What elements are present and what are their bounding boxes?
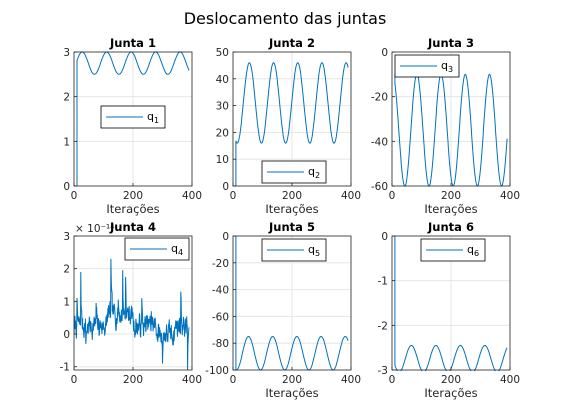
y-tick-label: 20 — [216, 127, 229, 139]
legend: q6 — [420, 238, 486, 262]
y-tick-label: -2 — [378, 320, 388, 332]
y-tick-label: -60 — [212, 311, 229, 323]
y-tick-label: 3 — [63, 47, 70, 59]
legend-entry-subscript: 3 — [448, 65, 453, 74]
x-axis-label: Iterações — [265, 386, 318, 400]
x-tick-label: 400 — [182, 374, 202, 386]
x-tick-label: 200 — [441, 374, 461, 386]
subplot-title: Junta 4 — [109, 220, 156, 234]
y-tick-label: 0 — [381, 47, 388, 59]
y-tick-label: -20 — [371, 92, 388, 104]
y-tick-label: 0 — [222, 181, 229, 193]
series-line-q1 — [76, 51, 190, 186]
y-tick-label: -60 — [371, 181, 388, 193]
x-tick-label: 200 — [123, 374, 143, 386]
y-tick-label: 40 — [216, 74, 229, 86]
series-line-q4 — [74, 258, 190, 371]
subplot-3: 0 200 400 0 -20 -40 -60 Junta 3 Iterações q3 — [371, 36, 520, 216]
figure-title: Deslocamento das juntas — [184, 9, 387, 28]
legend-entry-subscript: 4 — [178, 248, 183, 257]
x-tick-label: 400 — [341, 190, 361, 202]
y-tick-label: 30 — [216, 101, 229, 113]
x-tick-label: 0 — [389, 374, 396, 386]
x-axis-label: Iterações — [106, 202, 159, 216]
y-tick-label: -40 — [371, 136, 388, 148]
subplot-title: Junta 3 — [427, 36, 474, 50]
x-axis-label: Iterações — [424, 202, 477, 216]
y-tick-label: -1 — [60, 362, 70, 374]
y-tick-label: 0 — [63, 329, 70, 341]
y-tick-label: 1 — [63, 296, 70, 308]
x-tick-label: 0 — [71, 374, 78, 386]
x-tick-label: 400 — [500, 190, 520, 202]
legend: q4 — [124, 237, 190, 261]
subplot-title: Junta 1 — [109, 36, 156, 50]
x-tick-label: 0 — [389, 190, 396, 202]
series-line-q5 — [235, 236, 349, 371]
subplot-2: 0 200 400 0 10 20 30 40 50 Junta 2 Iterações q2 — [216, 36, 361, 216]
x-tick-label: 200 — [282, 374, 302, 386]
x-tick-label: 400 — [341, 374, 361, 386]
subplot-1: 0 200 400 0 1 2 3 Junta 1 Iterações q1 — [63, 36, 202, 216]
y-tick-label: 2 — [63, 92, 70, 104]
x-tick-label: 400 — [182, 190, 202, 202]
legend: q5 — [261, 238, 327, 262]
y-tick-label: -40 — [212, 285, 229, 297]
legend-entry-subscript: 1 — [154, 116, 159, 125]
legend: q2 — [261, 160, 327, 184]
y-tick-label: -80 — [212, 338, 229, 350]
subplot-6: 0 200 400 0 -1 -2 -3 Junta 6 Iterações q6 — [378, 220, 521, 400]
subplot-title: Junta 2 — [268, 36, 315, 50]
x-tick-label: 0 — [230, 374, 237, 386]
x-tick-label: 0 — [230, 190, 237, 202]
legend-entry-subscript: 6 — [474, 249, 479, 258]
x-tick-label: 200 — [282, 190, 302, 202]
y-tick-label: 10 — [216, 154, 229, 166]
y-tick-label: -100 — [205, 365, 229, 377]
y-tick-label: -3 — [378, 365, 388, 377]
legend: q1 — [100, 105, 166, 129]
y-tick-label: 3 — [63, 231, 70, 243]
y-axis-multiplier: × 10⁻¹⁴ — [75, 223, 114, 235]
y-tick-label: -20 — [212, 258, 229, 270]
subplot-title: Junta 5 — [268, 220, 315, 234]
y-tick-label: 1 — [63, 136, 70, 148]
series-line-q2 — [235, 62, 349, 186]
subplot-5: 0 200 400 0 -20 -40 -60 -80 -100 Junta 5 Iterações… — [205, 220, 361, 400]
y-tick-label: -1 — [378, 276, 388, 288]
y-tick-label: 2 — [63, 264, 70, 276]
x-tick-label: 400 — [500, 374, 520, 386]
legend-entry-subscript: 2 — [315, 171, 320, 180]
y-tick-label: 50 — [216, 47, 229, 59]
x-axis-label: Iterações — [265, 202, 318, 216]
legend-entry-subscript: 5 — [315, 249, 320, 258]
y-tick-label: 0 — [222, 231, 229, 243]
subplot-title: Junta 6 — [427, 220, 474, 234]
y-tick-label: 0 — [381, 231, 388, 243]
x-tick-label: 200 — [441, 190, 461, 202]
y-tick-label: 0 — [63, 181, 70, 193]
x-tick-label: 200 — [123, 190, 143, 202]
x-tick-label: 0 — [71, 190, 78, 202]
series-line-q3 — [394, 73, 508, 187]
x-axis-label: Iterações — [424, 386, 477, 400]
legend: q3 — [394, 54, 460, 78]
